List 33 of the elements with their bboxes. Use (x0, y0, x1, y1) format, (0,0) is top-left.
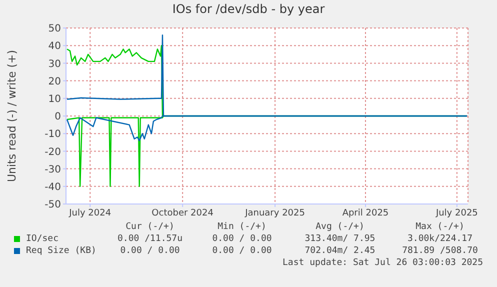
text: Avg (-/+) (314, 222, 366, 232)
text: Min (-/+) (216, 222, 268, 232)
text: 0.00 / 0.00 (211, 246, 273, 256)
y-tick-label: 30 (48, 58, 61, 70)
y-axis-title: Units read (-) / write (+) (6, 50, 18, 182)
text: 0.00 / 0.00 (119, 246, 181, 256)
y-tick-label: -40 (44, 182, 61, 193)
text: 3.00k/224.17 (406, 234, 474, 244)
y-tick-label: 40 (48, 41, 61, 52)
x-tick-label: April 2025 (342, 208, 389, 218)
y-tick-label: -50 (44, 200, 61, 211)
y-tick-label: -30 (44, 164, 61, 176)
y-tick-label: -20 (44, 146, 61, 158)
y-tick-label: 50 (48, 24, 61, 35)
y-tick-label: 20 (48, 76, 61, 88)
text: 313.40m/ 7.95 (304, 234, 376, 244)
y-tick-label: -10 (44, 129, 61, 140)
x-tick-label: October 2024 (152, 208, 214, 218)
legend-label: IO/sec (25, 234, 59, 244)
y-tick-label: 10 (48, 94, 61, 105)
legend-label: Req Size (KB) (25, 246, 96, 256)
y-tick-label: 0 (54, 112, 61, 123)
text: Last update: Sat Jul 26 03:00:03 2025 (282, 258, 483, 268)
x-tick-label: July 2025 (434, 208, 478, 218)
text: 0.00 / 0.00 (211, 234, 273, 244)
chart-title: IOs for /dev/sdb - by year (171, 2, 326, 16)
text: Cur (-/+) (124, 222, 176, 232)
x-tick-label: January 2025 (244, 208, 305, 218)
text: Max (-/+) (414, 222, 466, 232)
x-tick-label: July 2024 (68, 208, 112, 218)
text: 0.00 /11.57u (116, 234, 184, 244)
text: 702.04m/ 2.45 (304, 246, 376, 256)
text: 781.89 /508.70 (401, 246, 479, 256)
